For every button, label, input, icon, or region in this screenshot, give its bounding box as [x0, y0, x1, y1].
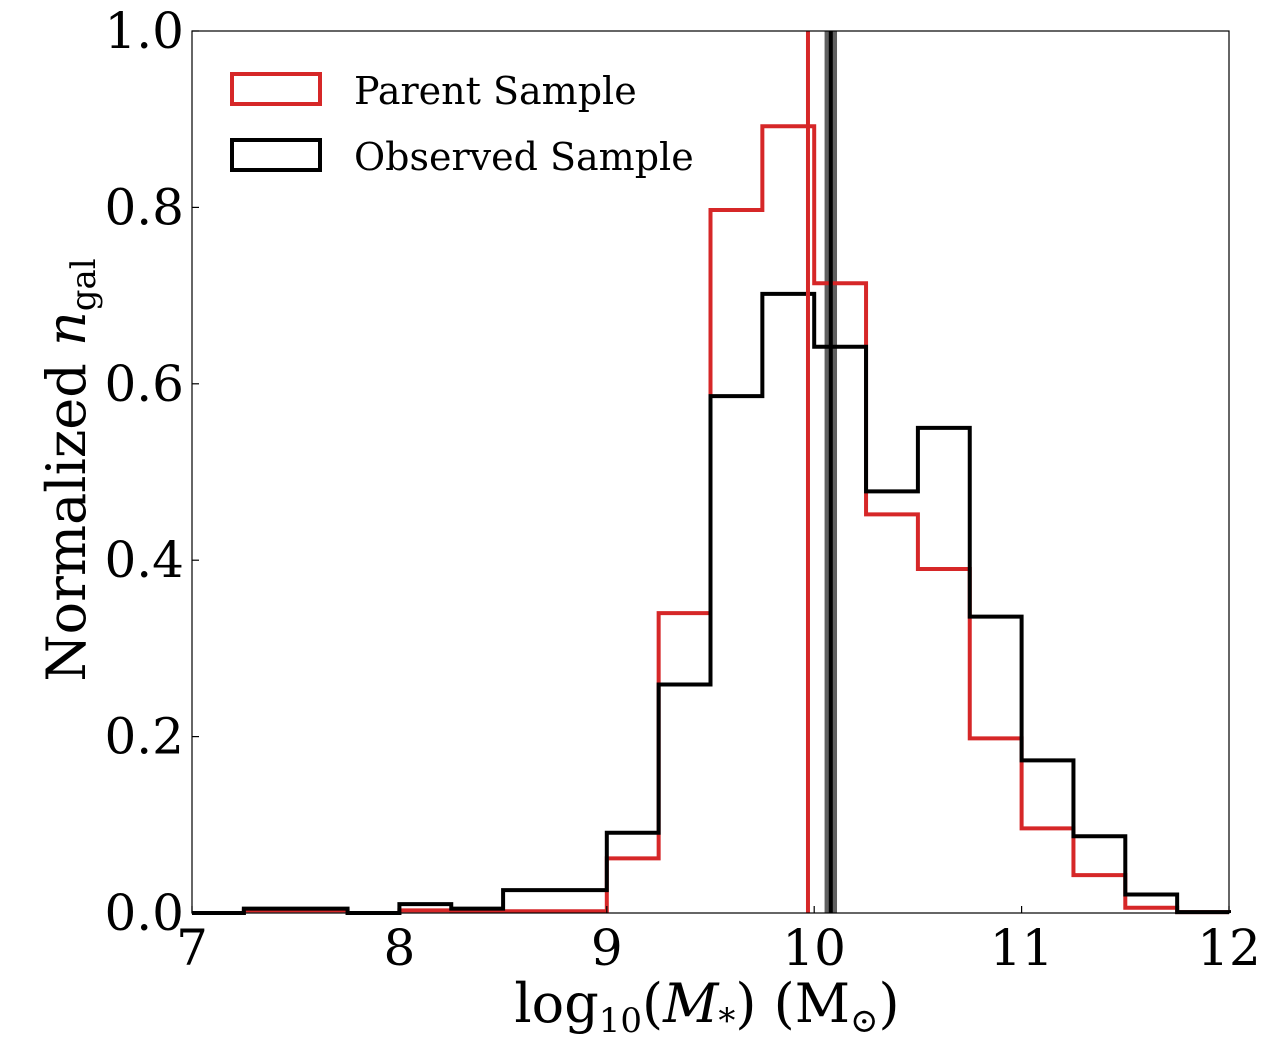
series-1-bin-17 [1073, 836, 1125, 913]
series-1-bin-4 [399, 904, 451, 913]
series-1-bin-8 [607, 833, 659, 913]
series-1-bin-13 [866, 491, 918, 913]
series-1-bin-9 [659, 685, 711, 913]
y-tick-label-5: 1.0 [104, 2, 184, 60]
y-tick-label-2: 0.4 [104, 531, 184, 589]
y-tick-label-1: 0.2 [104, 708, 184, 766]
x-tick-label-3: 10 [782, 919, 846, 977]
series-1-bin-10 [711, 396, 763, 913]
series-1-bin-6 [503, 890, 555, 913]
x-tick-label-4: 11 [990, 919, 1054, 977]
x-tick-label-5: 12 [1197, 919, 1261, 977]
y-axis-ticks: 0.0 0.2 0.4 0.6 0.8 1.0 [104, 2, 199, 942]
x-axis-label: log10(M*) (M⊙) [514, 972, 899, 1041]
series-1-bin-15 [970, 617, 1022, 913]
legend-label-parent: Parent Sample [354, 69, 637, 113]
series-1-bin-12 [814, 347, 866, 913]
plot-frame [191, 30, 1230, 914]
series-1-bin-14 [918, 428, 970, 913]
x-tick-label-1: 8 [383, 919, 415, 977]
series-1-bin-16 [1022, 760, 1074, 913]
legend: Parent Sample Observed Sample [230, 69, 694, 179]
series-1-bin-2 [296, 909, 348, 913]
series-1-bin-18 [1125, 894, 1177, 913]
y-tick-label-3: 0.6 [104, 355, 184, 413]
series-1-bin-7 [555, 890, 607, 913]
y-axis-label: Normalized ngal [35, 258, 104, 681]
legend-label-observed: Observed Sample [354, 135, 694, 179]
x-axis-ticks: 7 8 9 10 11 12 [176, 906, 1261, 977]
x-tick-label-0: 7 [176, 919, 208, 977]
legend-swatch-observed [230, 138, 322, 172]
y-tick-label-0: 0.0 [104, 884, 184, 942]
series-1-bin-5 [451, 909, 503, 913]
series-1-bin-1 [244, 909, 296, 913]
y-tick-label-4: 0.8 [104, 178, 184, 236]
x-tick-label-2: 9 [591, 919, 623, 977]
median-lines [805, 31, 833, 913]
legend-swatch-parent [230, 72, 322, 106]
